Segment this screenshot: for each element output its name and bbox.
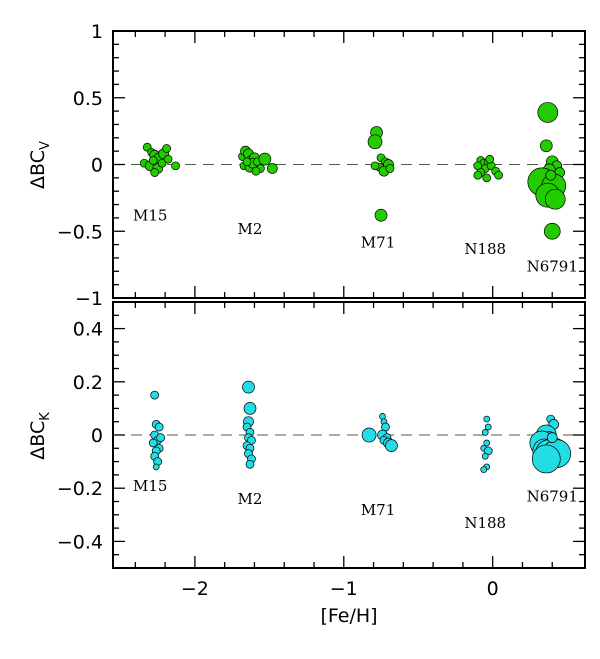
top-y-axis-label: ΔBCV — [27, 141, 53, 189]
data-point-m71 — [361, 427, 377, 443]
cluster-label-n188: N188 — [464, 240, 506, 258]
y-tick-label: 0.5 — [73, 88, 103, 110]
data-point-n188 — [481, 428, 489, 436]
y-tick-label: 0 — [91, 155, 103, 177]
data-point-n188 — [483, 439, 491, 447]
data-point-m15 — [156, 433, 165, 443]
cluster-label-n6791: N6791 — [527, 488, 578, 506]
cluster-label-m71: M71 — [361, 233, 395, 251]
x-tick-label: −2 — [181, 578, 209, 600]
y-tick-label: −0.5 — [57, 221, 103, 243]
data-point-m71 — [385, 439, 398, 452]
data-point-m2 — [258, 152, 272, 166]
data-point-m15 — [162, 144, 171, 153]
bottom-axis-ticks: 0.4 0.2 0 −0.2 −0.4 −2 −1 0 — [57, 301, 585, 600]
data-point-m71 — [374, 208, 388, 222]
y-tick-label: −0.4 — [57, 531, 103, 553]
cluster-label-n188: N188 — [464, 514, 506, 532]
data-point-n188 — [485, 154, 495, 164]
y-tick-label: 0.2 — [73, 372, 103, 394]
cluster-label-m15: M15 — [133, 477, 167, 495]
data-point-m2 — [243, 402, 257, 415]
data-point-m15 — [154, 422, 164, 432]
data-point-m15 — [152, 463, 160, 471]
top-data-points — [139, 102, 567, 240]
data-point-m2 — [266, 163, 278, 174]
cluster-label-n6791: N6791 — [527, 257, 578, 275]
data-point-m15 — [150, 168, 160, 177]
cluster-label-m2: M2 — [238, 490, 263, 508]
bottom-data-points — [148, 380, 572, 474]
data-point-n188 — [484, 423, 492, 431]
data-point-m2 — [242, 380, 255, 394]
data-point-m71 — [370, 161, 380, 171]
y-tick-label: −1 — [75, 288, 103, 310]
data-point-n188 — [480, 466, 488, 473]
top-axis-ticks: 1 0.5 0 −0.5 −1 — [57, 21, 585, 310]
top-cluster-labels: M15 M2 M71 N188 N6791 — [133, 207, 578, 276]
data-point-m15 — [171, 161, 180, 171]
y-tick-label: 1 — [91, 21, 103, 43]
data-point-n188 — [494, 170, 503, 180]
data-point-n188 — [481, 452, 489, 460]
x-axis-label: [Fe/H] — [320, 605, 377, 627]
data-point-m2 — [242, 157, 252, 167]
bottom-panel: 0.4 0.2 0 −0.2 −0.4 −2 −1 0 M15 M2 M71 N188 N6791 Δ… — [27, 301, 586, 627]
data-point-n6791 — [546, 432, 558, 444]
x-tick-label: 0 — [487, 578, 499, 600]
bottom-y-axis-label: ΔBCK — [27, 412, 53, 460]
data-point-m2 — [251, 166, 261, 176]
cluster-label-m15: M15 — [133, 207, 167, 225]
data-point-n188 — [482, 173, 492, 183]
data-point-n188 — [483, 415, 491, 423]
top-panel: 1 0.5 0 −0.5 −1 M15 M2 M71 N188 N6791 ΔBCV — [27, 21, 586, 310]
data-point-m15 — [157, 158, 167, 168]
data-point-n6791 — [537, 102, 559, 123]
cluster-label-m71: M71 — [361, 501, 395, 519]
y-tick-label: −0.2 — [57, 478, 103, 500]
x-tick-label: −1 — [330, 578, 358, 600]
data-point-m71 — [385, 164, 395, 173]
data-point-n188 — [473, 170, 483, 180]
data-point-n6791 — [545, 169, 557, 181]
data-point-n6791 — [543, 222, 561, 240]
data-point-m71 — [367, 134, 383, 150]
data-point-n6791 — [544, 188, 566, 210]
data-point-m15 — [148, 156, 158, 165]
data-point-m15 — [148, 438, 158, 448]
data-point-n6791 — [531, 444, 561, 474]
cluster-label-m2: M2 — [238, 220, 263, 238]
data-point-n6791 — [539, 139, 553, 153]
y-tick-label: 0 — [91, 425, 103, 447]
data-point-m15 — [150, 390, 160, 400]
data-point-m15 — [163, 154, 173, 164]
y-tick-label: 0.4 — [73, 319, 103, 341]
data-point-m2 — [245, 459, 255, 469]
bottom-cluster-labels: M15 M2 M71 N188 N6791 — [133, 477, 578, 532]
